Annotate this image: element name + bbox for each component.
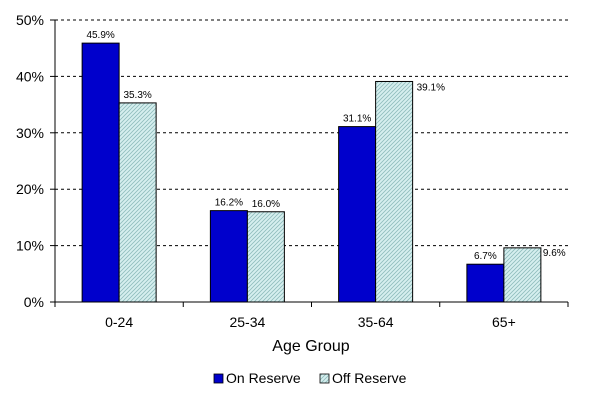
y-tick-label: 10% xyxy=(16,238,44,254)
x-tick-label: 35-64 xyxy=(358,314,394,330)
data-label: 45.9% xyxy=(86,30,114,41)
y-tick-label: 0% xyxy=(24,294,44,310)
legend-swatch xyxy=(319,373,330,384)
legend: On Reserve Off Reserve xyxy=(213,370,407,386)
data-label: 6.7% xyxy=(474,251,497,262)
data-labels: 45.9% 16.2% 31.1% 6.7% 35.3% 16.0% 39.1% 9.6% xyxy=(86,30,565,262)
bar-off-reserve xyxy=(503,247,542,303)
x-tick-label: 25-34 xyxy=(229,314,265,330)
y-tick-label: 40% xyxy=(16,68,44,84)
bar-off-reserve xyxy=(246,211,285,303)
y-tick-labels: 0% 10% 20% 30% 40% 50% xyxy=(16,12,44,310)
y-tick-label: 50% xyxy=(16,12,44,28)
bar-on-reserve xyxy=(338,126,377,303)
bar-off-reserve xyxy=(118,102,157,303)
x-tick-label: 0-24 xyxy=(105,314,133,330)
bar-on-reserve xyxy=(209,210,248,303)
data-label: 39.1% xyxy=(417,82,445,93)
y-tick-label: 20% xyxy=(16,181,44,197)
bar-on-reserve xyxy=(466,263,505,303)
data-label: 9.6% xyxy=(543,248,566,259)
x-axis-title: Age Group xyxy=(272,338,349,355)
bars xyxy=(81,42,542,303)
bar-off-reserve xyxy=(375,80,414,303)
axes xyxy=(50,19,569,307)
data-label: 35.3% xyxy=(123,90,151,101)
bar-on-reserve xyxy=(81,42,120,303)
legend-label: Off Reserve xyxy=(332,370,407,386)
data-label: 16.2% xyxy=(215,198,243,209)
legend-label: On Reserve xyxy=(226,370,301,386)
legend-swatch xyxy=(213,373,224,384)
x-tick-label: 65+ xyxy=(492,314,516,330)
x-tick-labels: 0-24 25-34 35-64 65+ xyxy=(105,314,516,330)
y-tick-label: 30% xyxy=(16,125,44,141)
data-label: 16.0% xyxy=(252,199,280,210)
data-label: 31.1% xyxy=(343,114,371,125)
